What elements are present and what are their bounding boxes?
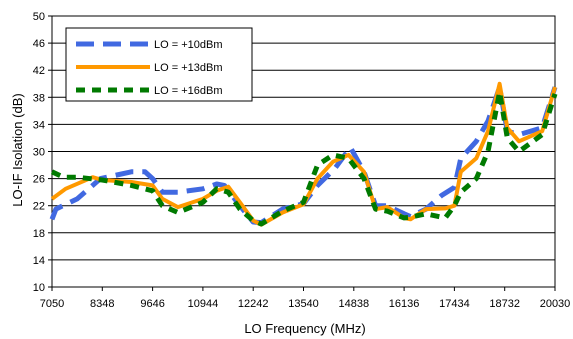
x-tick-label: 7050 xyxy=(40,298,64,310)
series-line-2 xyxy=(50,81,557,227)
x-tick-label: 14838 xyxy=(339,298,370,310)
legend-label: LO = +13dBm xyxy=(154,62,223,74)
y-tick-label: 10 xyxy=(33,282,45,294)
x-tick-label: 13540 xyxy=(288,298,319,310)
legend-label: LO = +16dBm xyxy=(154,85,223,97)
x-tick-label: 17434 xyxy=(439,298,470,310)
legend: LO = +10dBm LO = +13dBm LO = +16dBm xyxy=(65,27,253,102)
y-tick-label: 22 xyxy=(33,201,45,213)
y-tick-label: 30 xyxy=(33,147,45,159)
y-tick-label: 50 xyxy=(33,11,45,23)
y-tick-labels: 10 14 18 22 26 30 34 38 42 46 50 xyxy=(33,11,52,294)
y-axis-title: LO-IF Isolation (dB) xyxy=(10,93,25,206)
y-tick-label: 34 xyxy=(33,119,45,131)
series-line-3 xyxy=(50,89,558,227)
x-tick-label: 9646 xyxy=(140,298,164,310)
y-tick-label: 26 xyxy=(33,174,45,186)
y-tick-label: 42 xyxy=(33,65,45,77)
legend-label: LO = +10dBm xyxy=(154,39,223,51)
x-tick-label: 12242 xyxy=(238,298,269,310)
x-tick-label: 18732 xyxy=(489,298,520,310)
y-tick-label: 46 xyxy=(33,38,45,50)
series-line-1 xyxy=(49,84,558,226)
series-lines xyxy=(49,81,558,227)
x-tick-label: 10944 xyxy=(188,298,219,310)
y-tick-label: 38 xyxy=(33,92,45,104)
y-tick-label: 18 xyxy=(33,228,45,240)
x-tick-label: 16136 xyxy=(389,298,420,310)
x-axis-title: LO Frequency (MHz) xyxy=(244,321,365,336)
y-tick-label: 14 xyxy=(33,255,45,267)
x-tick-label: 8348 xyxy=(90,298,114,310)
x-tick-labels: 7050 8348 9646 10944 12242 13540 14838 16136 174… xyxy=(40,287,571,310)
x-tick-label: 20030 xyxy=(540,298,571,310)
